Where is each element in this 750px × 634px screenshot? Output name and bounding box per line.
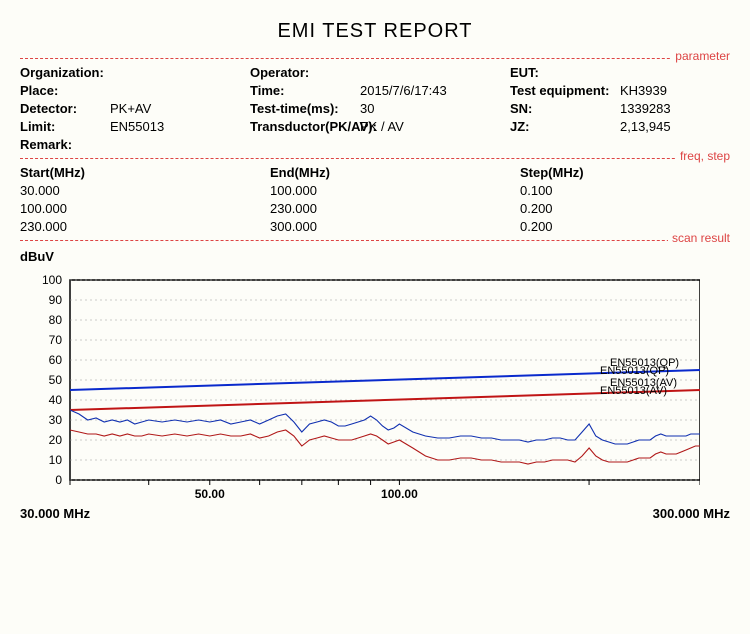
val-remark (110, 137, 250, 152)
cell-start-0: 30.000 (20, 183, 270, 198)
emi-chart: 0 10 20 30 40 50 60 70 80 90 100 50.00 100.00 EN55013… (20, 270, 700, 500)
lbl-eut: EUT: (510, 65, 620, 80)
lbl-transductor: Transductor(PK/AV): (250, 119, 360, 134)
svg-text:80: 80 (49, 313, 63, 327)
val-testtime: 30 (360, 101, 510, 116)
lbl-sn: SN: (510, 101, 620, 116)
val-detector: PK+AV (110, 101, 250, 116)
svg-text:50: 50 (49, 373, 63, 387)
section-label-scan: scan result (668, 231, 730, 245)
rule-freq (20, 158, 730, 159)
cell-end-1: 230.000 (270, 201, 520, 216)
svg-text:50.00: 50.00 (195, 487, 225, 500)
svg-text:10: 10 (49, 453, 63, 467)
svg-text:30: 30 (49, 413, 63, 427)
lbl-organization: Organization: (20, 65, 110, 80)
svg-text:100: 100 (42, 273, 62, 287)
freq-table: Start(MHz) End(MHz) Step(MHz) 30.000 100… (20, 165, 730, 234)
val-jz: 2,13,945 (620, 119, 720, 134)
svg-text:100.00: 100.00 (381, 487, 418, 500)
lbl-place: Place: (20, 83, 110, 98)
cell-end-2: 300.000 (270, 219, 520, 234)
cell-step-0: 0.100 (520, 183, 720, 198)
lbl-limit: Limit: (20, 119, 110, 134)
hdr-start: Start(MHz) (20, 165, 270, 180)
val-limit: EN55013 (110, 119, 250, 134)
hdr-end: End(MHz) (270, 165, 520, 180)
chart-area: dBuV 0 10 20 30 40 50 60 70 80 90 100 50.00 100.00 EN… (20, 249, 730, 521)
lbl-time: Time: (250, 83, 360, 98)
svg-text:40: 40 (49, 393, 63, 407)
report-title: EMI TEST REPORT (20, 20, 730, 43)
val-place (110, 83, 250, 98)
val-time: 2015/7/6/17:43 (360, 83, 510, 98)
lbl-remark: Remark: (20, 137, 110, 152)
section-label-freq: freq, step (676, 149, 730, 163)
svg-text:90: 90 (49, 293, 63, 307)
svg-text:60: 60 (49, 353, 63, 367)
svg-text:70: 70 (49, 333, 63, 347)
rule-scan (20, 240, 730, 241)
x-end-label: 300.000 MHz (653, 506, 730, 521)
lbl-operator: Operator: (250, 65, 360, 80)
svg-text:EN55013(QP): EN55013(QP) (600, 365, 669, 377)
x-start-label: 30.000 MHz (20, 506, 90, 521)
cell-start-2: 230.000 (20, 219, 270, 234)
svg-text:20: 20 (49, 433, 63, 447)
val-equip: KH3939 (620, 83, 720, 98)
val-eut (620, 65, 720, 80)
lbl-testtime: Test-time(ms): (250, 101, 360, 116)
val-transductor: PK / AV (360, 119, 510, 134)
val-operator (360, 65, 510, 80)
y-axis-label: dBuV (20, 249, 730, 264)
cell-step-1: 0.200 (520, 201, 720, 216)
lbl-equip: Test equipment: (510, 83, 620, 98)
cell-end-0: 100.000 (270, 183, 520, 198)
hdr-step: Step(MHz) (520, 165, 720, 180)
val-sn: 1339283 (620, 101, 720, 116)
rule-parameter (20, 58, 730, 59)
svg-text:0: 0 (55, 473, 62, 487)
cell-start-1: 100.000 (20, 201, 270, 216)
parameter-block: Organization: Operator: EUT: Place: Time… (20, 65, 730, 152)
lbl-detector: Detector: (20, 101, 110, 116)
val-organization (110, 65, 250, 80)
section-label-parameter: parameter (671, 49, 730, 63)
lbl-jz: JZ: (510, 119, 620, 134)
svg-text:EN55013(AV): EN55013(AV) (600, 385, 667, 397)
